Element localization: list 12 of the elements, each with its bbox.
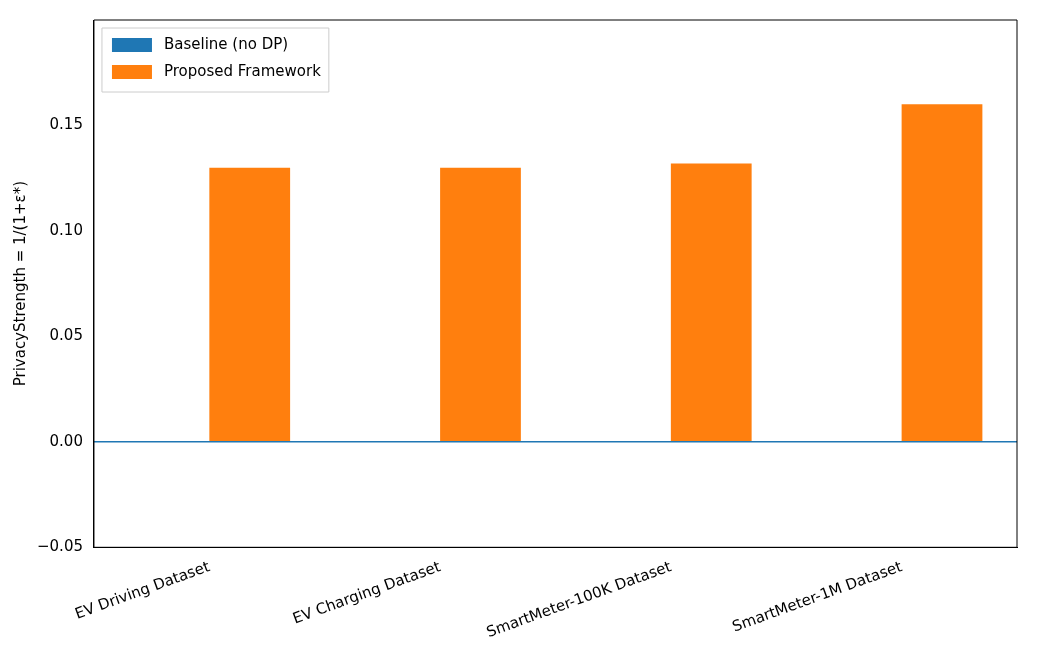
bar [440, 167, 521, 442]
y-axis-title: PrivacyStrength = 1/(1+ε*) [10, 180, 29, 387]
bar [901, 104, 983, 442]
legend-label: Proposed Framework [163, 61, 322, 80]
bar [670, 163, 752, 442]
y-tick-label: 0.00 [49, 431, 83, 450]
y-tick-label: 0.15 [49, 115, 83, 134]
y-tick-label: −0.05 [37, 537, 83, 556]
y-tick-label: 0.05 [49, 326, 83, 345]
bar [209, 167, 291, 442]
y-tick-label: 0.10 [49, 220, 83, 239]
legend-label: Baseline (no DP) [163, 34, 289, 53]
